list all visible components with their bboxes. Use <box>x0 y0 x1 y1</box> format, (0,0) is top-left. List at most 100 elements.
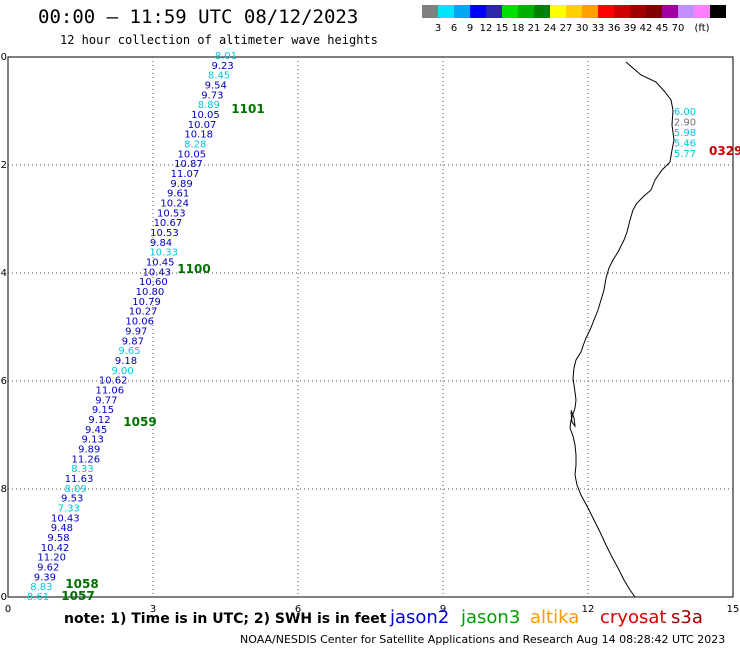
legend-swatch <box>678 5 694 18</box>
time-label: 1058 <box>65 577 98 591</box>
wave-height-label: 10.05 <box>177 149 206 160</box>
wave-height-label: 9.39 <box>34 572 56 583</box>
legend-swatch <box>566 5 582 18</box>
wave-height-label: 9.89 <box>170 179 192 190</box>
legend-label: 70 <box>672 23 685 34</box>
wave-height-label: 11.06 <box>95 385 124 396</box>
wave-height-label: 9.87 <box>122 336 144 347</box>
lat-tick-label: -14 <box>0 268 7 279</box>
time-label: 1059 <box>123 415 156 429</box>
legend-swatch <box>534 5 550 18</box>
lat-tick-label: -16 <box>0 376 7 387</box>
wave-height-label: 10.05 <box>191 110 220 121</box>
legend-label: 9 <box>467 23 473 34</box>
legend-label: 18 <box>512 23 525 34</box>
time-label: 1101 <box>231 102 264 116</box>
wave-height-label: 8.33 <box>71 464 93 475</box>
wave-height-label: 9.18 <box>115 356 137 367</box>
wave-height-label: 10.67 <box>154 218 183 229</box>
wave-height-label: 10.33 <box>149 248 178 259</box>
lon-tick-label: 9 <box>440 604 446 615</box>
wave-height-label: 9.12 <box>88 415 110 426</box>
wave-height-label: 9.45 <box>85 425 107 436</box>
legend-label: 3 <box>435 23 441 34</box>
legend-swatch <box>598 5 614 18</box>
legend-swatch <box>710 5 726 18</box>
wave-height-label: 10.80 <box>136 287 165 298</box>
wave-height-label: 9.00 <box>111 366 133 377</box>
page-subtitle: 12 hour collection of altimeter wave hei… <box>60 33 378 47</box>
coastline <box>569 61 675 598</box>
lon-tick-label: 3 <box>150 604 156 615</box>
wave-height-label: 10.42 <box>41 543 70 554</box>
wave-height-label: 10.53 <box>157 208 186 219</box>
legend-label: 12 <box>480 23 493 34</box>
legend-swatch <box>614 5 630 18</box>
wave-height-label: 11.26 <box>72 454 101 465</box>
satellite-altika: altika <box>530 607 580 628</box>
coastal-wave-label: 2.90 <box>674 118 696 129</box>
wave-height-label: 11.63 <box>65 474 94 485</box>
wave-height-label: 9.84 <box>150 238 172 249</box>
wave-height-label: 9.89 <box>78 444 100 455</box>
wave-height-label: 11.20 <box>37 553 66 564</box>
legend-label: 45 <box>656 23 669 34</box>
wave-height-label: 10.45 <box>146 258 175 269</box>
legend-swatch <box>582 5 598 18</box>
footer-credit: NOAA/NESDIS Center for Satellite Applica… <box>240 633 726 646</box>
legend-label: 24 <box>544 23 557 34</box>
map-frame <box>7 56 734 598</box>
legend-label: 42 <box>640 23 653 34</box>
wave-height-label: 10.27 <box>129 307 158 318</box>
wave-height-label: 8.61 <box>27 592 49 603</box>
legend-swatch <box>630 5 646 18</box>
lat-tick-label: -12 <box>0 160 7 171</box>
page-title: 00:00 – 11:59 UTC 08/12/2023 <box>38 6 359 28</box>
wave-height-label: 10.18 <box>184 130 213 141</box>
legend-swatch <box>470 5 486 18</box>
wave-height-label: 10.87 <box>174 159 203 170</box>
legend-label: 21 <box>528 23 541 34</box>
coastal-wave-label: 5.46 <box>674 139 696 150</box>
lat-tick-label: -20 <box>0 592 7 603</box>
lon-tick-label: 15 <box>727 604 740 615</box>
wave-height-label: 9.65 <box>118 346 140 357</box>
wave-height-label: 9.61 <box>167 189 189 200</box>
legend-swatch <box>422 5 438 18</box>
wave-height-label: 8.09 <box>64 484 86 495</box>
wave-height-label: 10.79 <box>132 297 161 308</box>
wave-height-label: 9.58 <box>47 533 69 544</box>
time-label: 1100 <box>177 262 210 276</box>
satellite-cryosat: cryosat <box>600 607 667 628</box>
coastal-wave-label: 5.98 <box>674 128 696 139</box>
wave-height-label: 9.77 <box>95 395 117 406</box>
lon-tick-label: 6 <box>295 604 301 615</box>
legend-swatch <box>550 5 566 18</box>
legend-label: 30 <box>576 23 589 34</box>
coastal-wave-label: 5.77 <box>674 149 696 160</box>
wave-height-label: 10.24 <box>160 199 189 210</box>
satellite-s3a: s3a <box>671 607 703 628</box>
legend-swatch <box>662 5 678 18</box>
legend-label: 39 <box>624 23 637 34</box>
wave-height-label: 9.23 <box>211 61 233 72</box>
legend-swatch <box>486 5 502 18</box>
time-label: 1057 <box>61 589 94 603</box>
wave-height-label: 8.45 <box>208 71 230 82</box>
wave-height-label: 9.54 <box>205 81 227 92</box>
legend-label: 27 <box>560 23 573 34</box>
wave-height-label: 8.28 <box>184 140 206 151</box>
footer-note: note: 1) Time is in UTC; 2) SWH is in fe… <box>64 611 387 627</box>
wave-height-label: 10.43 <box>51 513 80 524</box>
wave-height-label: 11.07 <box>171 169 200 180</box>
wave-height-label: 9.13 <box>82 435 104 446</box>
lon-tick-label: 12 <box>582 604 595 615</box>
legend-swatch <box>694 5 710 18</box>
wave-height-label: 9.48 <box>51 523 73 534</box>
satellite-jason3: jason3 <box>461 607 521 628</box>
legend-swatch <box>518 5 534 18</box>
lat-tick-label: -18 <box>0 484 7 495</box>
wave-height-label: 10.53 <box>150 228 179 239</box>
legend-label: 36 <box>608 23 621 34</box>
legend-swatch <box>438 5 454 18</box>
